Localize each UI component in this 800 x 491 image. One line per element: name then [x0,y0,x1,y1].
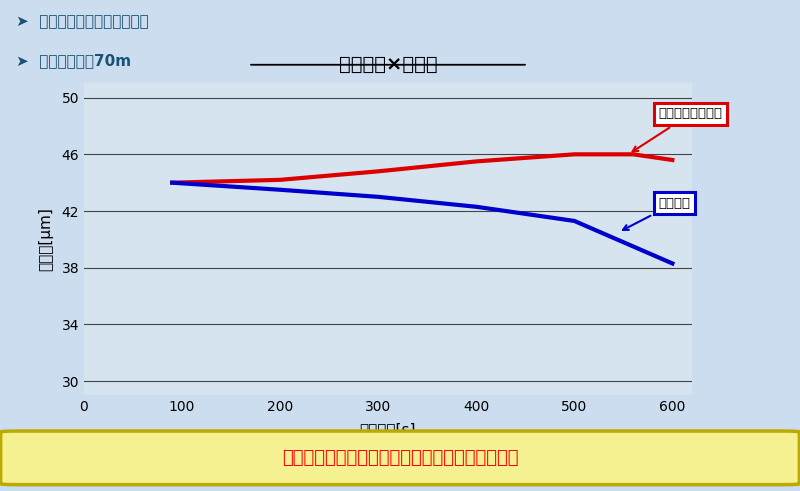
Text: ➤  対象塗膜：航空機用上塗り: ➤ 対象塗膜：航空機用上塗り [16,14,149,29]
FancyBboxPatch shape [1,431,799,485]
X-axis label: 研磨時間[s]: 研磨時間[s] [360,422,416,437]
Text: 従来方式: 従来方式 [623,197,690,230]
Title: 研磨時間×研磨量: 研磨時間×研磨量 [338,55,438,74]
Y-axis label: 研磨量[μm]: 研磨量[μm] [38,207,53,272]
Text: 当社独自システム: 当社独自システム [633,108,722,152]
Text: 研磨膜厚均一化および研磨材使用量の削減を実現: 研磨膜厚均一化および研磨材使用量の削減を実現 [282,449,518,467]
Text: ➤  総研磨距離：70m: ➤ 総研磨距離：70m [16,54,131,68]
